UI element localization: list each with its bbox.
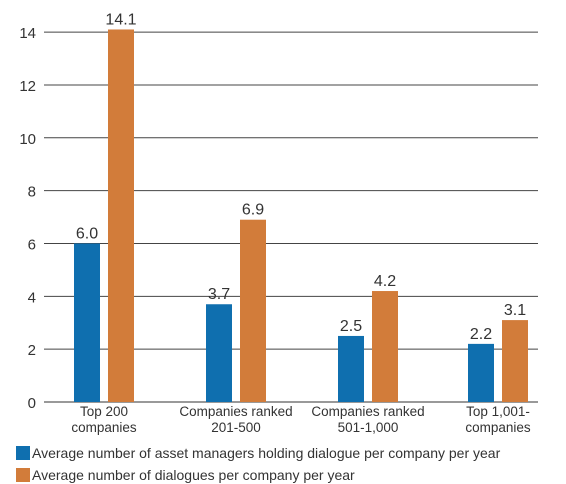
y-tick-label: 2: [28, 342, 36, 359]
y-tick-label: 12: [19, 78, 36, 95]
x-tick-label: Top 200 companies: [71, 404, 137, 435]
bar-chart: 0 2 4 6 8 10 12 14 6.0 3.7 2.5 2.2 14.1 6.9 4.2 3.1 To…: [19, 11, 538, 435]
data-label: 2.2: [470, 326, 492, 343]
y-axis: 0 2 4 6 8 10 12 14: [19, 25, 36, 412]
x-tick-label: Companies ranked 501-1,000: [311, 404, 424, 435]
legend-item-dialogues: Average number of dialogues per company …: [16, 467, 561, 483]
x-tick-label: Top 1,001-companies: [465, 404, 531, 435]
data-label: 6.9: [242, 202, 264, 219]
bars: [74, 29, 528, 403]
bar: [372, 291, 398, 402]
data-label: 14.1: [105, 11, 136, 28]
bar: [468, 343, 494, 402]
y-tick-label: 4: [28, 289, 36, 306]
x-axis: Top 200 companies Companies ranked 201-500 C…: [71, 404, 531, 435]
y-tick-label: 6: [28, 236, 36, 253]
legend-label: Average number of dialogues per company …: [32, 467, 355, 483]
legend-item-asset-managers: Average number of asset managers holding…: [16, 445, 561, 461]
data-label: 3.7: [208, 286, 230, 303]
bar: [108, 29, 134, 403]
bar: [502, 320, 528, 402]
y-tick-label: 8: [28, 184, 36, 201]
data-label: 4.2: [374, 273, 396, 290]
data-label: 2.5: [340, 318, 362, 335]
bar: [338, 335, 364, 402]
bar: [206, 304, 232, 402]
y-tick-label: 10: [19, 131, 36, 148]
legend-label: Average number of asset managers holding…: [32, 445, 501, 461]
bar: [240, 219, 266, 402]
bar: [74, 243, 100, 402]
y-tick-label: 14: [19, 25, 36, 42]
data-label: 6.0: [76, 225, 98, 242]
x-tick-label: Companies ranked 201-500: [179, 404, 292, 435]
data-label: 3.1: [504, 302, 526, 319]
legend-swatch-blue: [16, 446, 30, 460]
y-tick-label: 0: [28, 395, 36, 412]
data-labels: 6.0 3.7 2.5 2.2 14.1 6.9 4.2 3.1: [76, 11, 526, 342]
legend-swatch-orange: [16, 468, 30, 482]
